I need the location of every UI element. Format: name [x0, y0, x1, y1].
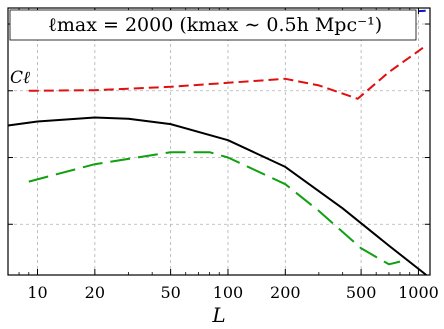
x-tick-label: 1000: [398, 283, 439, 302]
x-tick-label: 10: [27, 283, 47, 302]
grid: [8, 8, 430, 275]
x-tick-label: 200: [270, 283, 301, 302]
x-tick-label: 100: [213, 283, 244, 302]
series-label: Cℓ: [10, 68, 30, 88]
label-layer: 10 20 50 100 200 500 1000 Cℓ L: [10, 68, 439, 327]
title-box: ℓmax = 2000 (kmax ∼ 0.5h Mpc⁻¹): [9, 9, 417, 41]
x-axis-label: L: [211, 303, 225, 327]
title-background: [9, 9, 417, 41]
x-tick-label: 50: [160, 283, 180, 302]
series-line-3: [7, 116, 427, 276]
series-line-2: [28, 44, 427, 100]
chart-title: ℓmax = 2000 (kmax ∼ 0.5h Mpc⁻¹): [48, 14, 382, 36]
x-tick-label: 500: [346, 283, 377, 302]
x-tick-label: 20: [85, 283, 105, 302]
series-line-4: [28, 151, 401, 266]
